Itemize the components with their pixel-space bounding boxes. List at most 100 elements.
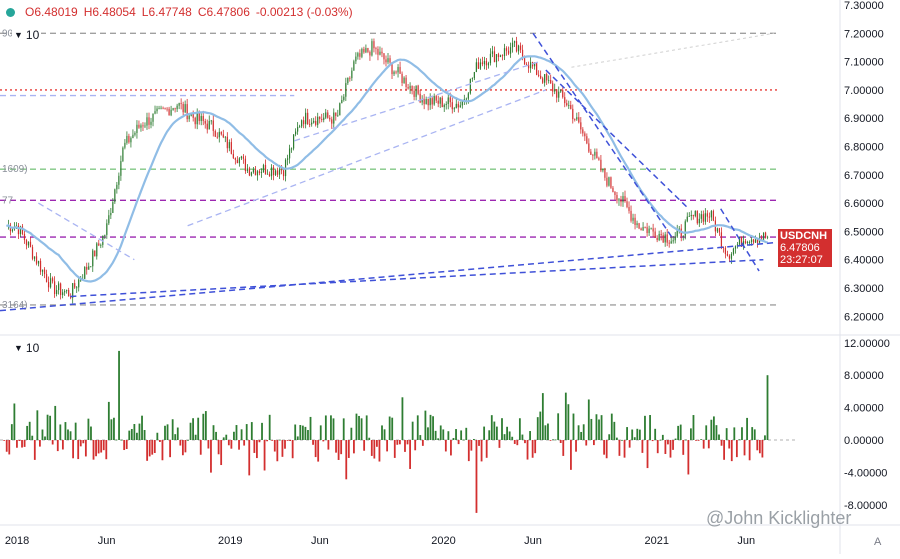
candle-body — [198, 112, 200, 121]
candle-body — [132, 134, 134, 139]
histogram-bar — [447, 431, 450, 440]
histogram-bar — [495, 426, 498, 440]
main-indicator-chip[interactable]: ▼ 10 — [12, 28, 42, 42]
histogram-bar — [291, 440, 294, 459]
candle-body — [339, 103, 341, 116]
histogram-bar — [488, 430, 491, 440]
candle-body — [280, 169, 283, 171]
candle-body — [600, 159, 602, 171]
candle-body — [184, 104, 186, 113]
candle-body — [654, 231, 656, 238]
candle-body — [172, 108, 174, 110]
histogram-bar — [197, 417, 200, 440]
candle-body — [760, 238, 763, 240]
histogram-bar — [452, 438, 455, 440]
candle-body — [618, 199, 620, 201]
histogram-bar — [324, 415, 327, 440]
histogram-bar — [381, 425, 383, 440]
histogram-bar — [215, 431, 217, 440]
legend-change: -0.00213 (-0.03%) — [255, 5, 353, 19]
histogram-bar — [679, 424, 682, 440]
histogram-bar — [278, 439, 281, 441]
histogram-bar — [442, 429, 445, 440]
histogram-bar — [427, 427, 429, 440]
candle-body — [166, 108, 168, 110]
candle-body — [433, 96, 435, 105]
candle-body — [369, 51, 371, 56]
histogram-bar — [656, 440, 659, 454]
candle-body — [750, 239, 753, 243]
candle-body — [357, 53, 359, 57]
histogram-bar — [733, 427, 736, 440]
candle-body — [120, 161, 122, 176]
histogram-bar — [404, 440, 406, 452]
histogram-bar — [276, 440, 279, 462]
histogram-bar — [674, 438, 677, 440]
price-axis-tick: 6.80000 — [844, 142, 884, 154]
sub-indicator-chip[interactable]: ▼ 10 — [12, 341, 42, 355]
histogram-bar — [286, 440, 289, 441]
candle-body — [483, 61, 486, 65]
candle-body — [262, 165, 265, 173]
time-axis-tick: 2018 — [5, 535, 29, 547]
auto-scale-button[interactable]: A — [874, 536, 882, 548]
candle-body — [254, 169, 257, 176]
histogram-bar — [110, 419, 113, 440]
candle-body — [88, 266, 90, 270]
histogram-bar — [8, 440, 11, 455]
price-axis-tick: 7.00000 — [844, 85, 884, 97]
histogram-bar — [151, 440, 154, 455]
chevron-down-icon[interactable]: ▼ — [14, 343, 23, 353]
histogram-bar — [243, 440, 246, 446]
price-axis-tick: 6.20000 — [844, 311, 884, 323]
candle-body — [640, 228, 642, 231]
chevron-down-icon[interactable]: ▼ — [14, 30, 23, 40]
histogram-bar — [761, 440, 764, 458]
histogram-bar — [54, 405, 57, 440]
candle-body — [180, 103, 182, 105]
candle-body — [568, 105, 570, 106]
histogram-bar — [631, 429, 634, 440]
candle-body — [116, 184, 118, 190]
histogram-bar — [424, 410, 427, 440]
candle-body — [407, 86, 409, 89]
candle-body — [566, 103, 568, 106]
histogram-bar — [577, 425, 580, 440]
histogram-bar — [457, 440, 460, 445]
histogram-bar — [493, 421, 496, 440]
histogram-bar — [705, 425, 708, 440]
candle-body — [164, 108, 166, 110]
candle-body — [260, 172, 263, 173]
candle-body — [329, 117, 331, 120]
candle-body — [55, 290, 58, 295]
histogram-bar — [13, 403, 16, 440]
time-axis-tick: 2020 — [431, 535, 455, 547]
histogram-bar — [189, 422, 192, 440]
candle-body — [712, 211, 714, 221]
candle-body — [582, 129, 584, 134]
histogram-bar — [521, 434, 524, 440]
candle-body — [509, 47, 512, 54]
histogram-bar — [18, 440, 21, 442]
candle-body — [529, 62, 532, 69]
candle-body — [756, 239, 759, 243]
candle-body — [706, 213, 708, 217]
histogram-bar — [307, 430, 309, 440]
last-price-tag: USDCNH 6.47806 23:27:07 — [778, 229, 832, 267]
time-axis-tick: 2021 — [644, 535, 668, 547]
candle-body — [76, 287, 78, 289]
histogram-bar — [174, 434, 177, 440]
candle-body — [252, 169, 255, 173]
histogram-bar — [516, 440, 519, 446]
candle-body — [194, 117, 196, 125]
candle-body — [375, 48, 377, 50]
candle-body — [25, 239, 28, 246]
histogram-bar — [692, 415, 695, 440]
histogram-bar — [176, 427, 179, 440]
candle-body — [355, 56, 357, 62]
candle-body — [684, 221, 686, 236]
candle-body — [335, 112, 337, 116]
histogram-bar — [618, 440, 621, 456]
